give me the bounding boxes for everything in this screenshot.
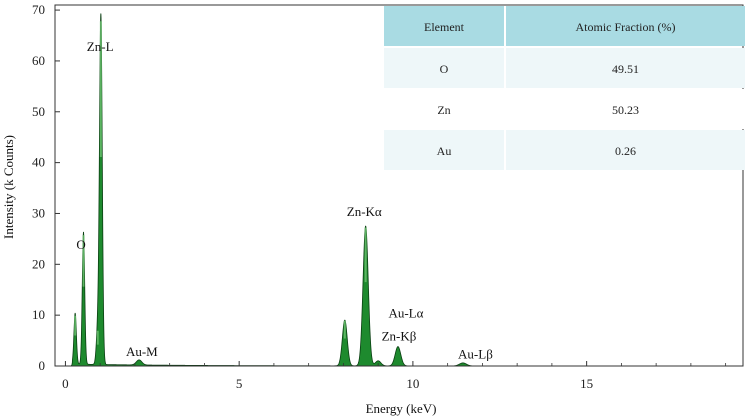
x-tick-label: 10 bbox=[406, 376, 419, 391]
peak-label: Au-Lβ bbox=[458, 346, 493, 361]
y-tick-label: 30 bbox=[32, 205, 45, 220]
table-cell-text: Au bbox=[437, 144, 452, 158]
table-cell bbox=[384, 130, 504, 170]
table-cell-text: 49.51 bbox=[612, 62, 639, 76]
table-cell bbox=[384, 48, 504, 88]
table-header-text: Element bbox=[424, 20, 465, 34]
peak-labels: Zn-L O Au-M Zn-Kα Au-Lα Zn-Kβ Au-Lβ bbox=[76, 39, 493, 362]
y-tick-label: 20 bbox=[32, 256, 45, 271]
table-cell bbox=[384, 89, 504, 129]
y-tick-label: 0 bbox=[39, 358, 46, 373]
y-axis-title: Intensity (k Counts) bbox=[1, 135, 16, 239]
y-tick-label: 70 bbox=[32, 2, 45, 17]
table-cell-text: Zn bbox=[437, 103, 450, 117]
table-cell bbox=[506, 48, 745, 88]
x-tick-label: 5 bbox=[236, 376, 243, 391]
table-header-text: Atomic Fraction (%) bbox=[576, 20, 676, 34]
axes-layer: 0 5 10 15 0 10 20 30 40 50 60 70 bbox=[32, 2, 744, 391]
y-tick-label: 60 bbox=[32, 53, 45, 68]
y-tick-label: 50 bbox=[32, 104, 45, 119]
plot-frame bbox=[54, 4, 744, 367]
table-cell bbox=[506, 89, 745, 129]
composition-table: Element Atomic Fraction (%) O 49.51 Zn 50.23 A… bbox=[384, 6, 745, 170]
x-tick-label: 15 bbox=[580, 376, 593, 391]
peak-label: Zn-Kβ bbox=[382, 329, 417, 344]
table-cell-text: O bbox=[440, 62, 449, 76]
peak-label: O bbox=[76, 237, 85, 252]
peak-label: Zn-L bbox=[87, 39, 114, 54]
table-header-cell bbox=[506, 6, 745, 46]
peak-label: Au-Lα bbox=[388, 306, 423, 321]
table-cell-text: 0.26 bbox=[615, 144, 636, 158]
y-tick-label: 40 bbox=[32, 155, 45, 170]
peak-label: Au-M bbox=[126, 344, 158, 359]
x-tick-label: 0 bbox=[62, 376, 69, 391]
peak-label: Zn-Kα bbox=[347, 204, 382, 219]
table-cell bbox=[506, 130, 745, 170]
table-header-cell bbox=[384, 6, 504, 46]
table-cell-text: 50.23 bbox=[612, 103, 639, 117]
x-axis-title: Energy (keV) bbox=[366, 401, 437, 416]
y-tick-label: 10 bbox=[32, 307, 45, 322]
